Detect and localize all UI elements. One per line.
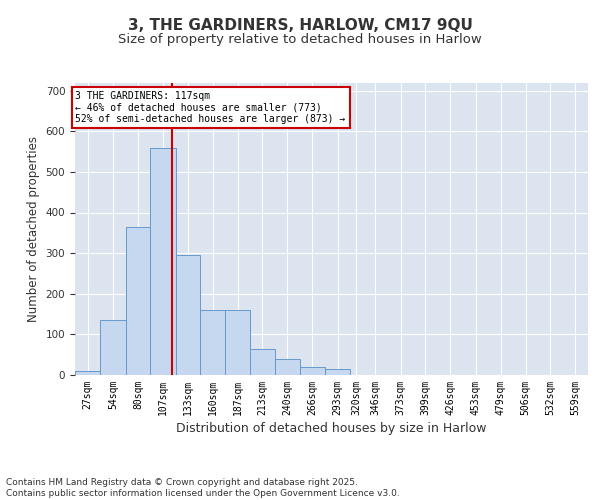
Bar (100, 320, 126, 375)
Text: Contains HM Land Registry data © Crown copyright and database right 2025.
Contai: Contains HM Land Registry data © Crown c… (6, 478, 400, 498)
Bar (299, 367, 325, 375)
Bar (150, 148, 176, 375)
Bar (325, 369, 350, 375)
Text: 3 THE GARDINERS: 117sqm
← 46% of detached houses are smaller (773)
52% of semi-d: 3 THE GARDINERS: 117sqm ← 46% of detache… (76, 90, 346, 124)
Bar (250, 348, 275, 375)
Bar (126, 226, 150, 375)
Bar (226, 310, 250, 375)
X-axis label: Distribution of detached houses by size in Harlow: Distribution of detached houses by size … (176, 422, 487, 435)
Bar (75, 371, 100, 375)
Bar (275, 359, 299, 375)
Y-axis label: Number of detached properties: Number of detached properties (27, 136, 40, 322)
Text: Size of property relative to detached houses in Harlow: Size of property relative to detached ho… (118, 32, 482, 46)
Bar (176, 255, 200, 375)
Bar (200, 310, 226, 375)
Text: 3, THE GARDINERS, HARLOW, CM17 9QU: 3, THE GARDINERS, HARLOW, CM17 9QU (128, 18, 472, 32)
